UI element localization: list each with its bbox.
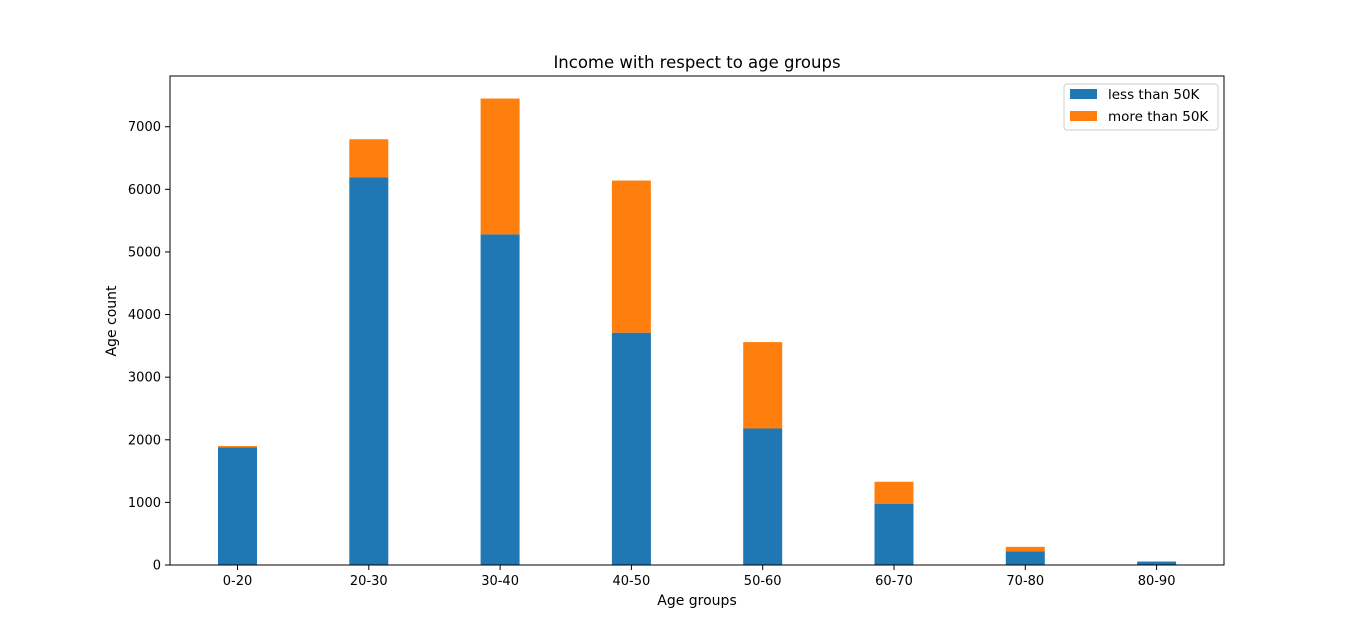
x-axis: 0-20 20-30 30-40 40-50 50-60 60-70 70-80 80-90 — [223, 565, 1176, 589]
bars-layer — [218, 98, 1177, 565]
legend-label-less-than-50k: less than 50K — [1108, 87, 1201, 103]
bar-less-than-50k-0-20 — [218, 447, 257, 565]
bar-more-than-50k-50-60 — [743, 342, 783, 429]
y-axis: 0 1000 2000 3000 4000 5000 6000 7000 — [128, 120, 170, 574]
x-tick-label: 40-50 — [613, 574, 651, 589]
bar-less-than-50k-20-30 — [349, 177, 389, 565]
y-tick-label: 5000 — [128, 245, 161, 260]
bar-less-than-50k-70-80 — [1005, 551, 1045, 565]
y-tick-label: 0 — [153, 559, 161, 574]
bar-less-than-50k-80-90 — [1137, 561, 1177, 565]
bar-more-than-50k-40-50 — [611, 180, 651, 333]
bar-less-than-50k-60-70 — [874, 503, 914, 565]
y-axis-label: Age count — [104, 285, 120, 357]
y-tick-label: 7000 — [128, 120, 161, 135]
y-tick-label: 2000 — [128, 433, 161, 448]
bar-less-than-50k-30-40 — [480, 234, 520, 565]
y-tick-label: 3000 — [128, 371, 161, 386]
bar-more-than-50k-60-70 — [874, 481, 914, 504]
x-tick-label: 60-70 — [875, 574, 913, 589]
chart-title: Income with respect to age groups — [553, 53, 840, 72]
x-axis-label: Age groups — [657, 593, 736, 609]
legend-swatch-more-than-50k — [1070, 111, 1097, 121]
y-tick-label: 1000 — [128, 496, 161, 511]
x-tick-label: 80-90 — [1138, 574, 1176, 589]
bar-more-than-50k-0-20 — [218, 446, 257, 448]
bar-less-than-50k-50-60 — [743, 428, 783, 565]
legend: less than 50K more than 50K — [1063, 83, 1219, 131]
x-tick-label: 50-60 — [744, 574, 782, 589]
bar-more-than-50k-30-40 — [480, 98, 520, 235]
bar-less-than-50k-40-50 — [611, 332, 651, 565]
legend-label-more-than-50k: more than 50K — [1108, 109, 1209, 125]
bar-more-than-50k-20-30 — [349, 139, 389, 178]
x-tick-label: 30-40 — [481, 574, 519, 589]
legend-swatch-less-than-50k — [1070, 89, 1097, 99]
x-tick-label: 70-80 — [1006, 574, 1044, 589]
bar-more-than-50k-80-90 — [1137, 561, 1177, 562]
bar-more-than-50k-70-80 — [1005, 546, 1045, 552]
x-tick-label: 0-20 — [223, 574, 253, 589]
y-tick-label: 6000 — [128, 183, 161, 198]
legend-box — [1063, 83, 1219, 131]
x-tick-label: 20-30 — [350, 574, 388, 589]
plot-frame — [169, 75, 1225, 566]
y-tick-label: 4000 — [128, 308, 161, 323]
